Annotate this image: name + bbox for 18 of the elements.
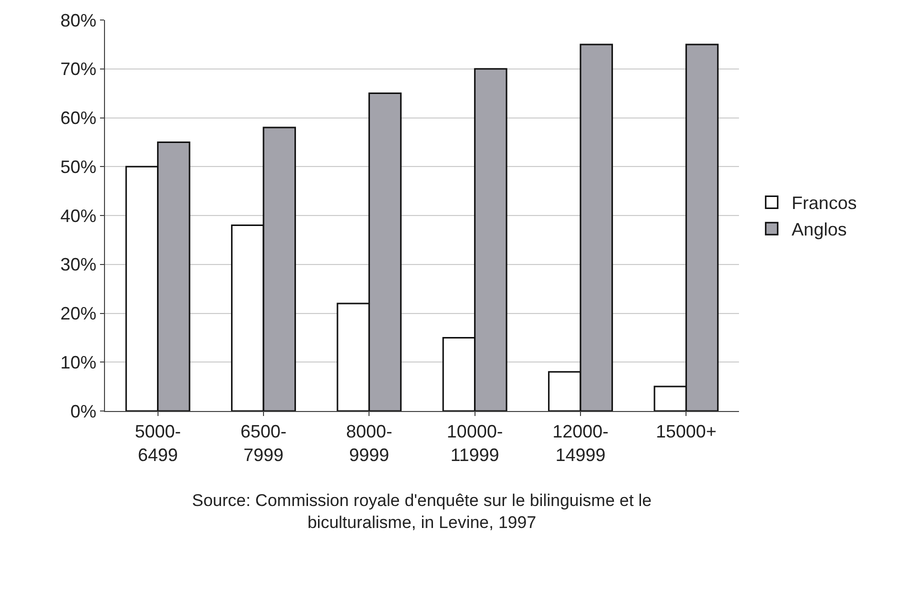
- y-tick-label: 20%: [60, 304, 96, 324]
- y-tick-label: 0%: [70, 401, 96, 422]
- y-tick-label: 10%: [60, 352, 96, 372]
- x-tick-label: 10000-11999: [446, 422, 503, 465]
- x-tick-label: 6500-7999: [240, 422, 287, 465]
- x-tick-label: 15000+: [656, 422, 716, 442]
- y-tick-label: 80%: [60, 10, 96, 30]
- source-note: Source: Commission royale d'enquête sur le bilinguisme et le biculturalisme, in Levine, 1997: [192, 491, 652, 532]
- y-tick-label: 40%: [60, 206, 96, 226]
- legend-label: Francos: [792, 193, 857, 214]
- legend-label: Anglos: [792, 220, 847, 240]
- y-tick-label: 60%: [60, 108, 96, 128]
- y-tick-label: 30%: [60, 254, 96, 275]
- x-tick-label: 5000-6499: [134, 422, 181, 465]
- x-tick-label: 12000-14999: [552, 422, 609, 465]
- y-tick-label: 70%: [60, 59, 96, 80]
- x-tick-label: 8000-9999: [346, 422, 392, 465]
- y-tick-label: 50%: [60, 156, 96, 177]
